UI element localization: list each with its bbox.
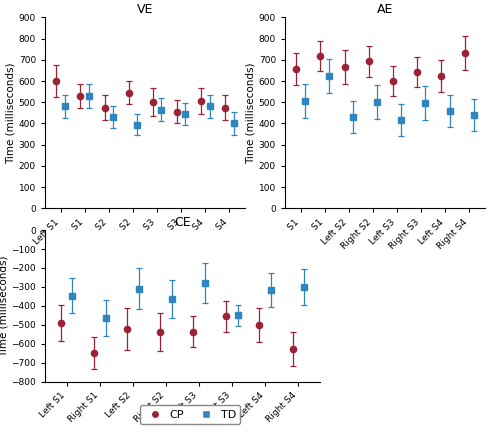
Title: VE: VE xyxy=(137,3,153,16)
Y-axis label: Time (milliseconds): Time (milliseconds) xyxy=(0,255,8,357)
Y-axis label: Time (milliseconds): Time (milliseconds) xyxy=(6,62,16,164)
Legend: CP, TD: CP, TD xyxy=(140,405,240,424)
Y-axis label: Time (milliseconds): Time (milliseconds) xyxy=(246,62,256,164)
Title: CE: CE xyxy=(174,216,191,229)
Title: AE: AE xyxy=(377,3,393,16)
